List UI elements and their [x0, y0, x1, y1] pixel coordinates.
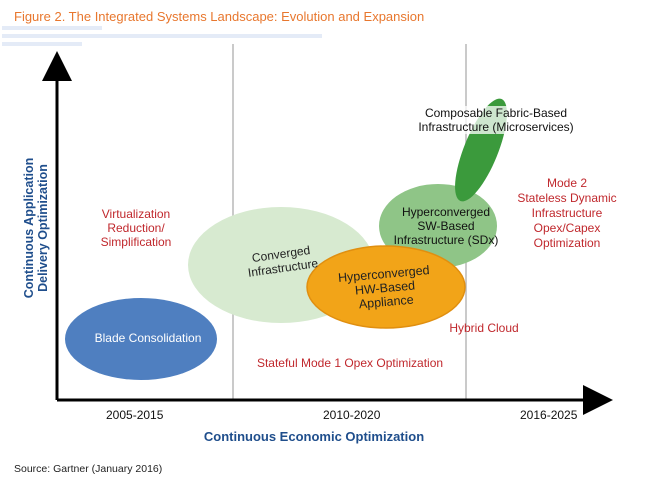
figure-title: Figure 2. The Integrated Systems Landsca…	[14, 9, 425, 24]
composable-fabric-label: Composable Fabric-Based Infrastructure (…	[398, 106, 594, 134]
source-note: Source: Gartner (January 2016)	[14, 463, 163, 475]
blade-consolidation-label: Blade Consolidation	[94, 331, 202, 345]
blade-consolidation-blob	[65, 298, 217, 380]
x-tick-2016-2025: 2016-2025	[520, 408, 578, 422]
x-tick-2005-2015: 2005-2015	[106, 408, 164, 422]
hyperconverged-hw-blob	[306, 245, 466, 329]
hyperconverged-sw-label: Hyperconverged SW-Based Infrastructure (…	[393, 205, 499, 247]
x-tick-2010-2020: 2010-2020	[323, 408, 381, 422]
mode1-annotation: Stateful Mode 1 Opex Optimization	[256, 356, 444, 370]
mode2-annotation: Mode 2 Stateless Dynamic Infrastructure …	[517, 176, 617, 250]
y-axis-label: Continuous Application Delivery Optimiza…	[22, 157, 50, 299]
faded-subtitle-artifact	[2, 26, 342, 46]
hybrid-cloud-annotation: Hybrid Cloud	[449, 321, 519, 335]
x-axis-label: Continuous Economic Optimization	[203, 429, 425, 444]
virtualization-annotation: Virtualization Reduction/ Simplification	[100, 207, 172, 249]
